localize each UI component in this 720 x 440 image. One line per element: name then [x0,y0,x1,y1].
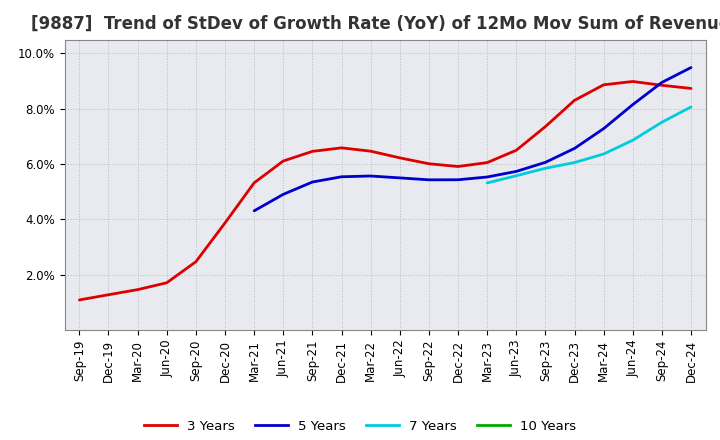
7 Years [541,165,550,171]
5 Years [454,177,462,183]
5 Years [570,146,579,151]
7 Years [570,160,579,165]
5 Years [308,180,317,185]
3 Years [395,155,404,161]
3 Years [133,287,142,292]
5 Years [366,173,375,179]
3 Years [220,220,229,226]
5 Years [279,192,287,197]
5 Years [687,65,696,70]
3 Years [308,149,317,154]
3 Years [104,292,113,297]
Legend: 3 Years, 5 Years, 7 Years, 10 Years: 3 Years, 5 Years, 7 Years, 10 Years [138,414,582,438]
3 Years [425,161,433,166]
3 Years [570,98,579,103]
Line: 5 Years: 5 Years [254,67,691,211]
7 Years [599,151,608,157]
3 Years [512,148,521,153]
5 Years [483,174,492,180]
3 Years [541,124,550,129]
5 Years [657,80,666,85]
3 Years [337,145,346,150]
Title: [9887]  Trend of StDev of Growth Rate (YoY) of 12Mo Mov Sum of Revenues: [9887] Trend of StDev of Growth Rate (Yo… [31,15,720,33]
3 Years [250,180,258,186]
Line: 3 Years: 3 Years [79,81,691,300]
5 Years [541,160,550,165]
3 Years [279,158,287,164]
5 Years [425,177,433,183]
3 Years [483,160,492,165]
3 Years [454,164,462,169]
3 Years [687,86,696,91]
7 Years [657,120,666,125]
7 Years [512,173,521,178]
7 Years [687,104,696,110]
3 Years [599,82,608,88]
5 Years [629,102,637,107]
5 Years [337,174,346,180]
3 Years [629,79,637,84]
7 Years [629,138,637,143]
3 Years [366,149,375,154]
3 Years [192,259,200,264]
5 Years [599,126,608,131]
5 Years [250,208,258,213]
7 Years [483,180,492,186]
3 Years [75,297,84,303]
3 Years [657,83,666,88]
5 Years [512,169,521,174]
Line: 7 Years: 7 Years [487,107,691,183]
5 Years [395,175,404,180]
3 Years [163,280,171,286]
